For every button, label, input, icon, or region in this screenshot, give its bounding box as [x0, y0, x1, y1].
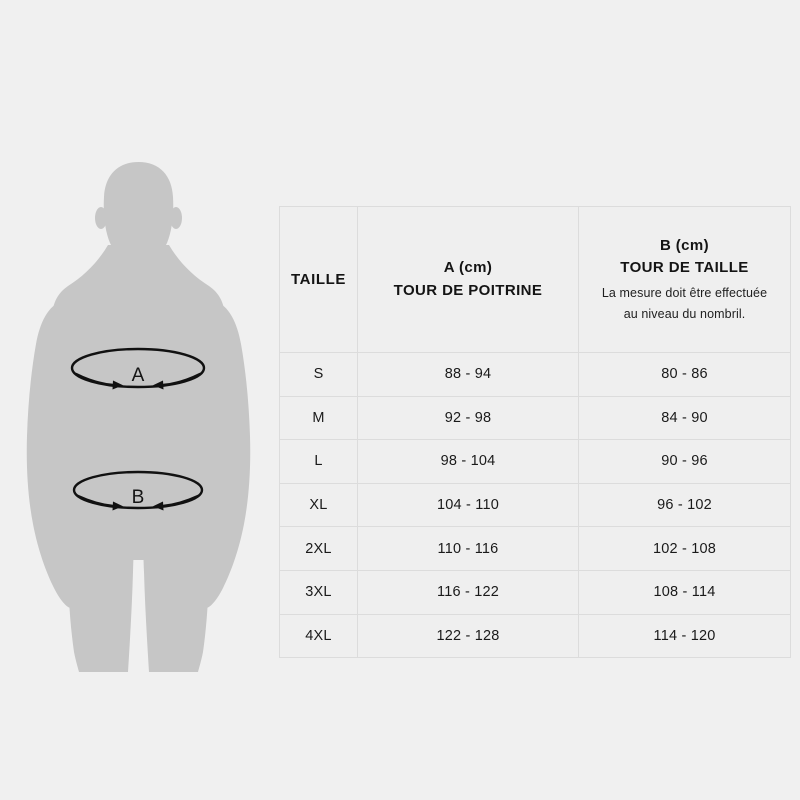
body-figure-panel: A B — [0, 0, 279, 800]
cell-chest: 122 - 128 — [357, 613, 579, 659]
body-silhouette-illustration: A B — [26, 162, 251, 672]
cell-waist: 114 - 120 — [578, 613, 791, 659]
chest-measure-ellipse — [70, 347, 206, 389]
header-cell-chest: A (cm) TOUR DE POITRINE — [357, 206, 579, 353]
cell-size: 2XL — [279, 526, 358, 571]
header-waist-subtitle: TOUR DE TAILLE — [620, 259, 749, 277]
cell-waist: 84 - 90 — [578, 395, 791, 441]
table-row: M 92 - 98 84 - 90 — [279, 395, 791, 441]
header-waist-note: La mesure doit être effectuée au niveau … — [585, 283, 784, 324]
waist-arrow-left-head — [112, 501, 123, 511]
header-waist-note-line2: au niveau du nombril. — [623, 306, 746, 321]
cell-size: 4XL — [279, 613, 358, 659]
cell-waist: 108 - 114 — [578, 569, 791, 615]
header-chest-title: A (cm) — [443, 259, 493, 276]
cell-chest: 88 - 94 — [357, 352, 579, 397]
cell-waist: 96 - 102 — [578, 482, 791, 528]
cell-size: M — [279, 395, 358, 441]
chest-arrow-right — [161, 372, 202, 387]
cell-size: 3XL — [279, 569, 358, 615]
chest-arrow-left — [74, 372, 115, 387]
cell-chest: 98 - 104 — [357, 439, 579, 484]
size-chart-table: TAILLE A (cm) TOUR DE POITRINE B (cm) TO… — [279, 206, 791, 659]
table-row: 4XL 122 - 128 114 - 120 — [279, 613, 791, 659]
waist-measure-label: B — [132, 487, 145, 508]
waist-measure-ellipse — [72, 470, 204, 510]
table-header: TAILLE A (cm) TOUR DE POITRINE B (cm) TO… — [279, 206, 791, 353]
cell-chest: 104 - 110 — [357, 482, 579, 528]
chest-arrow-right-head — [153, 380, 164, 390]
waist-arrow-left — [76, 494, 115, 508]
head-shape — [103, 162, 174, 261]
size-table-container: TAILLE A (cm) TOUR DE POITRINE B (cm) TO… — [279, 206, 791, 659]
cell-chest: 92 - 98 — [357, 395, 579, 441]
waist-arrow-right — [161, 494, 200, 508]
header-row: TAILLE A (cm) TOUR DE POITRINE B (cm) TO… — [279, 206, 791, 353]
cell-chest: 110 - 116 — [357, 526, 579, 571]
table-row: S 88 - 94 80 - 86 — [279, 352, 791, 397]
table-body: S 88 - 94 80 - 86 M 92 - 98 84 - 90 L 98 - 104 9… — [279, 352, 791, 659]
torso-shape — [52, 245, 225, 560]
chest-measure-label: A — [132, 365, 145, 386]
header-cell-waist: B (cm) TOUR DE TAILLE La mesure doit êtr… — [578, 206, 791, 353]
cell-size: XL — [279, 482, 358, 528]
chest-arrow-left-head — [112, 380, 123, 390]
header-size-title: TAILLE — [291, 271, 346, 288]
cell-size: S — [279, 352, 358, 397]
cell-waist: 90 - 96 — [578, 439, 791, 484]
cell-chest: 116 - 122 — [357, 569, 579, 615]
cell-size: L — [279, 439, 358, 484]
header-waist-title: B (cm) — [659, 236, 710, 254]
table-row: L 98 - 104 90 - 96 — [279, 439, 791, 484]
header-chest-subtitle: TOUR DE POITRINE — [393, 281, 543, 299]
table-row: 3XL 116 - 122 108 - 114 — [279, 569, 791, 615]
cell-waist: 80 - 86 — [578, 352, 791, 397]
table-row: XL 104 - 110 96 - 102 — [279, 482, 791, 528]
table-row: 2XL 110 - 116 102 - 108 — [279, 526, 791, 571]
cell-waist: 102 - 108 — [578, 526, 791, 571]
header-cell-size: TAILLE — [279, 206, 358, 353]
waist-arrow-right-head — [153, 501, 164, 511]
header-waist-note-line1: La mesure doit être effectuée — [601, 285, 768, 300]
